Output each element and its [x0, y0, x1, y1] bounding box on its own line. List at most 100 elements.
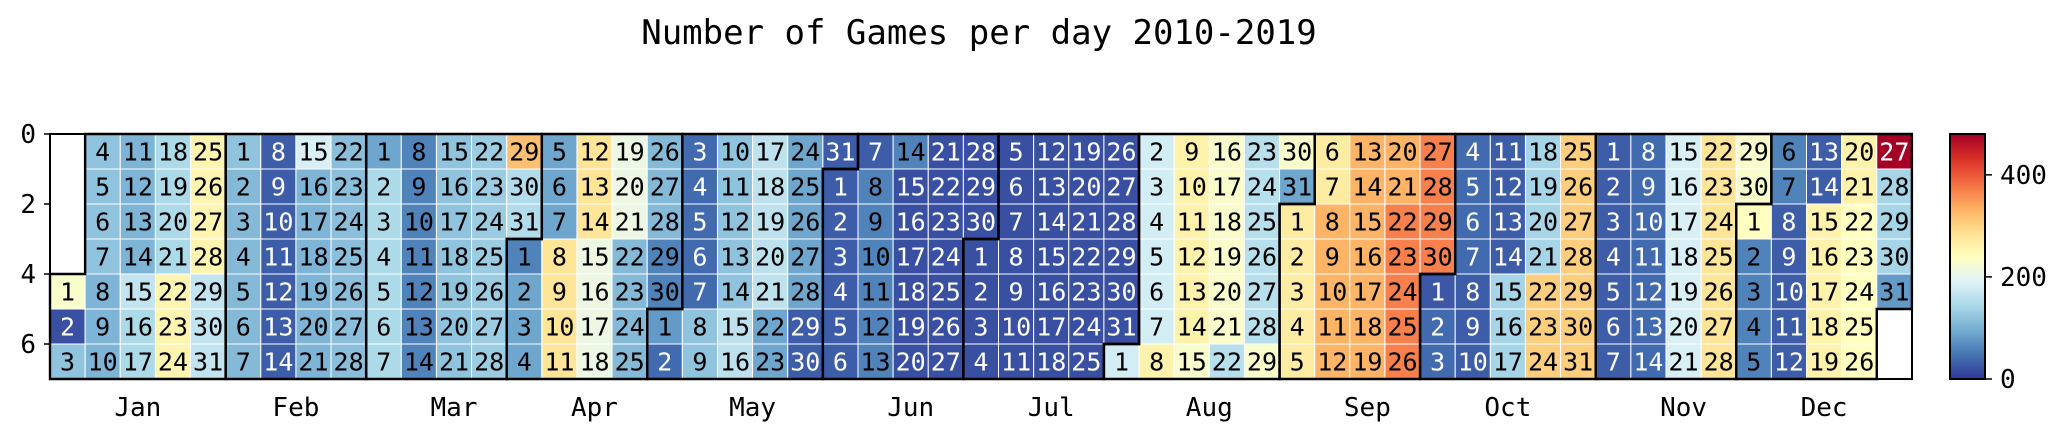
- day-label-sep-9: 9: [1325, 243, 1340, 272]
- day-cell-mar-20: [435, 308, 473, 345]
- day-cell-apr-29: [646, 238, 683, 275]
- day-label-mar-8: 8: [411, 138, 426, 167]
- day-label-may-7: 7: [692, 278, 707, 307]
- day-label-mar-20: 20: [439, 313, 469, 342]
- day-cell-jan-2: [49, 308, 86, 345]
- day-cell-may-27: [787, 238, 824, 275]
- day-label-apr-10: 10: [544, 313, 574, 342]
- day-cell-jun-6: [822, 343, 859, 380]
- day-cell-jul-18: [1033, 343, 1070, 380]
- day-label-apr-5: 5: [552, 138, 567, 167]
- day-label-jan-1: 1: [60, 278, 75, 307]
- day-label-sep-18: 18: [1352, 313, 1382, 342]
- day-label-oct-1: 1: [1430, 278, 1445, 307]
- day-label-feb-28: 28: [334, 348, 364, 377]
- day-label-nov-17: 17: [1668, 208, 1698, 237]
- day-cell-mar-22: [471, 133, 508, 170]
- day-cell-aug-22: [1208, 343, 1245, 380]
- day-label-jun-2: 2: [833, 208, 848, 237]
- day-label-jun-14: 14: [896, 138, 926, 167]
- day-label-mar-22: 22: [474, 138, 504, 167]
- day-cell-aug-9: [1173, 133, 1210, 170]
- day-label-oct-30: 30: [1563, 313, 1593, 342]
- day-cell-dec-15: [1806, 203, 1843, 240]
- day-label-mar-14: 14: [404, 348, 434, 377]
- day-label-may-29: 29: [790, 313, 820, 342]
- day-label-mar-1: 1: [376, 138, 391, 167]
- day-label-may-22: 22: [755, 313, 785, 342]
- day-label-dec-21: 21: [1844, 173, 1874, 202]
- day-label-sep-27: 27: [1423, 138, 1453, 167]
- chart-title: Number of Games per day 2010-2019: [641, 13, 1317, 53]
- day-label-feb-14: 14: [263, 348, 293, 377]
- day-label-sep-23: 23: [1387, 243, 1417, 272]
- day-cell-sep-13: [1349, 133, 1386, 170]
- day-label-jun-12: 12: [861, 313, 891, 342]
- day-cell-sep-18: [1349, 308, 1386, 345]
- day-label-aug-25: 25: [1247, 208, 1277, 237]
- day-cell-aug-20: [1208, 273, 1245, 310]
- x-tick-mar: Mar: [431, 393, 478, 423]
- day-label-oct-13: 13: [1493, 208, 1523, 237]
- day-cell-mar-19: [435, 273, 473, 310]
- day-label-apr-9: 9: [552, 278, 567, 307]
- day-cell-jun-30: [962, 203, 1000, 240]
- day-label-apr-15: 15: [579, 243, 609, 272]
- day-cell-apr-22: [611, 238, 648, 275]
- day-cell-may-12: [716, 203, 754, 240]
- day-label-nov-12: 12: [1633, 278, 1663, 307]
- day-label-nov-25: 25: [1704, 243, 1734, 272]
- day-cell-apr-6: [541, 168, 578, 205]
- day-label-mar-15: 15: [439, 138, 469, 167]
- day-label-jun-4: 4: [833, 278, 848, 307]
- day-label-oct-16: 16: [1493, 313, 1523, 342]
- day-cell-aug-7: [1138, 308, 1175, 345]
- day-cell-aug-16: [1208, 133, 1245, 170]
- day-cell-may-19: [752, 203, 789, 240]
- day-label-aug-18: 18: [1212, 208, 1242, 237]
- day-label-sep-14: 14: [1352, 173, 1382, 202]
- x-tick-apr: Apr: [571, 393, 618, 423]
- y-tick-label-6: 6: [20, 330, 36, 360]
- day-label-mar-23: 23: [474, 173, 504, 202]
- day-cell-sep-7: [1314, 168, 1351, 205]
- day-label-mar-5: 5: [376, 278, 391, 307]
- day-label-nov-16: 16: [1668, 173, 1698, 202]
- x-tick-feb: Feb: [272, 393, 319, 423]
- day-label-jun-23: 23: [931, 208, 961, 237]
- day-label-dec-28: 28: [1879, 173, 1909, 202]
- day-label-jan-17: 17: [123, 348, 153, 377]
- day-cell-mar-9: [400, 168, 437, 205]
- day-label-may-24: 24: [790, 138, 820, 167]
- day-cell-jun-5: [822, 308, 859, 345]
- day-label-aug-27: 27: [1247, 278, 1277, 307]
- day-label-mar-11: 11: [404, 243, 434, 272]
- day-cell-nov-11: [1630, 238, 1667, 275]
- day-label-jul-4: 4: [973, 348, 988, 377]
- day-cell-feb-18: [295, 238, 332, 275]
- day-label-mar-2: 2: [376, 173, 391, 202]
- day-label-jun-18: 18: [896, 278, 926, 307]
- day-cell-jul-13: [1033, 168, 1070, 205]
- day-label-mar-25: 25: [474, 243, 504, 272]
- day-label-jul-31: 31: [1106, 313, 1136, 342]
- day-label-jul-21: 21: [1071, 208, 1101, 237]
- day-label-dec-4: 4: [1746, 313, 1761, 342]
- day-label-jan-15: 15: [123, 278, 153, 307]
- day-cell-jan-16: [119, 308, 156, 345]
- day-cell-sep-6: [1314, 133, 1351, 170]
- day-label-jul-22: 22: [1071, 243, 1101, 272]
- day-cell-mar-25: [471, 238, 508, 275]
- day-label-jan-12: 12: [123, 173, 153, 202]
- day-label-nov-18: 18: [1668, 243, 1698, 272]
- day-label-aug-20: 20: [1212, 278, 1242, 307]
- day-cell-jul-14: [1033, 203, 1070, 240]
- day-label-oct-25: 25: [1563, 138, 1593, 167]
- day-label-feb-12: 12: [263, 278, 293, 307]
- day-label-dec-26: 26: [1844, 348, 1874, 377]
- day-cell-nov-10: [1630, 203, 1667, 240]
- day-cell-apr-1: [506, 238, 543, 275]
- day-label-oct-29: 29: [1563, 278, 1593, 307]
- day-cell-dec-26: [1841, 343, 1878, 380]
